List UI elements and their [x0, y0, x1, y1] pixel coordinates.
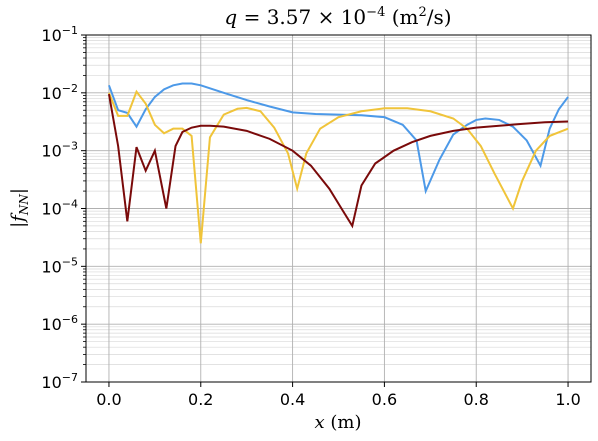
- xlabel-var: x: [315, 412, 325, 433]
- y-tick-label: 10−3: [41, 140, 78, 161]
- y-tick-label: 10−2: [41, 82, 78, 103]
- title-unit-pre: (m: [385, 5, 418, 29]
- chart-title: q = 3.57 × 10−4 (m2/s): [224, 5, 451, 29]
- series-group: [107, 82, 569, 244]
- ylabel-open: |: [8, 222, 29, 228]
- series-line-3: [107, 93, 569, 229]
- title-exp: −4: [366, 5, 385, 20]
- ylabel-close: |: [8, 188, 29, 194]
- xlabel-unit: (m): [325, 412, 362, 433]
- series-line-2: [108, 89, 569, 244]
- title-var: q: [224, 5, 237, 29]
- x-tick-label: 0.4: [280, 390, 305, 409]
- x-tick-label: 0.0: [96, 390, 121, 409]
- ticks: 0.0 0.2 0.4 0.6 0.8 1.0 10−7 10−6 10−5 10−4 10−3 10…: [41, 24, 580, 409]
- y-tick-label: 10−1: [41, 24, 78, 45]
- x-tick-label: 0.8: [464, 390, 489, 409]
- y-tick-label: 10−4: [41, 198, 78, 219]
- y-tick-label: 10−7: [41, 371, 78, 392]
- y-axis-label: |fNN|: [8, 188, 31, 228]
- x-tick-label: 1.0: [555, 390, 580, 409]
- x-axis-label: x (m): [315, 412, 362, 433]
- grid: [86, 34, 591, 383]
- x-tick-label: 0.6: [372, 390, 397, 409]
- x-tick-label: 0.2: [188, 390, 213, 409]
- y-tick-label: 10−6: [41, 313, 78, 334]
- y-tick-label: 10−5: [41, 255, 78, 276]
- title-unit-post: /s): [427, 5, 452, 29]
- title-unit-exp: 2: [418, 5, 426, 20]
- title-eq: = 3.57 × 10: [237, 5, 366, 29]
- ylabel-sub: NN: [17, 194, 31, 217]
